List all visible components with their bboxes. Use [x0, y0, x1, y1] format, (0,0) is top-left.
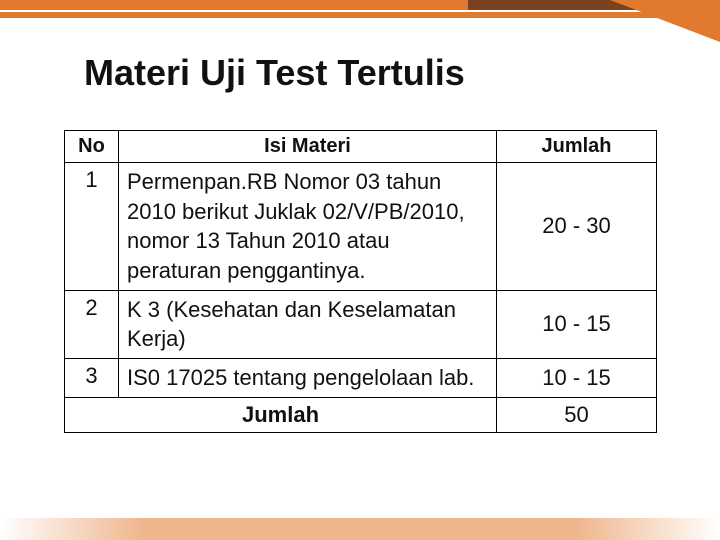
table-total-row: Jumlah 50	[65, 397, 657, 432]
cell-no: 2	[65, 290, 119, 358]
page-title: Materi Uji Test Tertulis	[0, 52, 720, 94]
table-row: 1 Permenpan.RB Nomor 03 tahun 2010 berik…	[65, 163, 657, 291]
cell-no: 3	[65, 359, 119, 398]
cell-isi: Permenpan.RB Nomor 03 tahun 2010 berikut…	[119, 163, 497, 291]
cell-no: 1	[65, 163, 119, 291]
header-decoration	[0, 0, 720, 44]
footer-decoration	[0, 518, 720, 540]
cell-jumlah: 20 - 30	[497, 163, 657, 291]
cell-isi: K 3 (Kesehatan dan Keselamatan Kerja)	[119, 290, 497, 358]
col-header-jumlah: Jumlah	[497, 131, 657, 163]
cell-jumlah: 10 - 15	[497, 290, 657, 358]
col-header-no: No	[65, 131, 119, 163]
table-row: 3 IS0 17025 tentang pengelolaan lab. 10 …	[65, 359, 657, 398]
total-value: 50	[497, 397, 657, 432]
cell-jumlah: 10 - 15	[497, 359, 657, 398]
table-row: 2 K 3 (Kesehatan dan Keselamatan Kerja) …	[65, 290, 657, 358]
header-wedge	[610, 0, 720, 42]
table-header-row: No Isi Materi Jumlah	[65, 131, 657, 163]
cell-isi: IS0 17025 tentang pengelolaan lab.	[119, 359, 497, 398]
materi-table-container: No Isi Materi Jumlah 1 Permenpan.RB Nomo…	[64, 130, 656, 433]
materi-table: No Isi Materi Jumlah 1 Permenpan.RB Nomo…	[64, 130, 657, 433]
total-label: Jumlah	[65, 397, 497, 432]
col-header-isi: Isi Materi	[119, 131, 497, 163]
